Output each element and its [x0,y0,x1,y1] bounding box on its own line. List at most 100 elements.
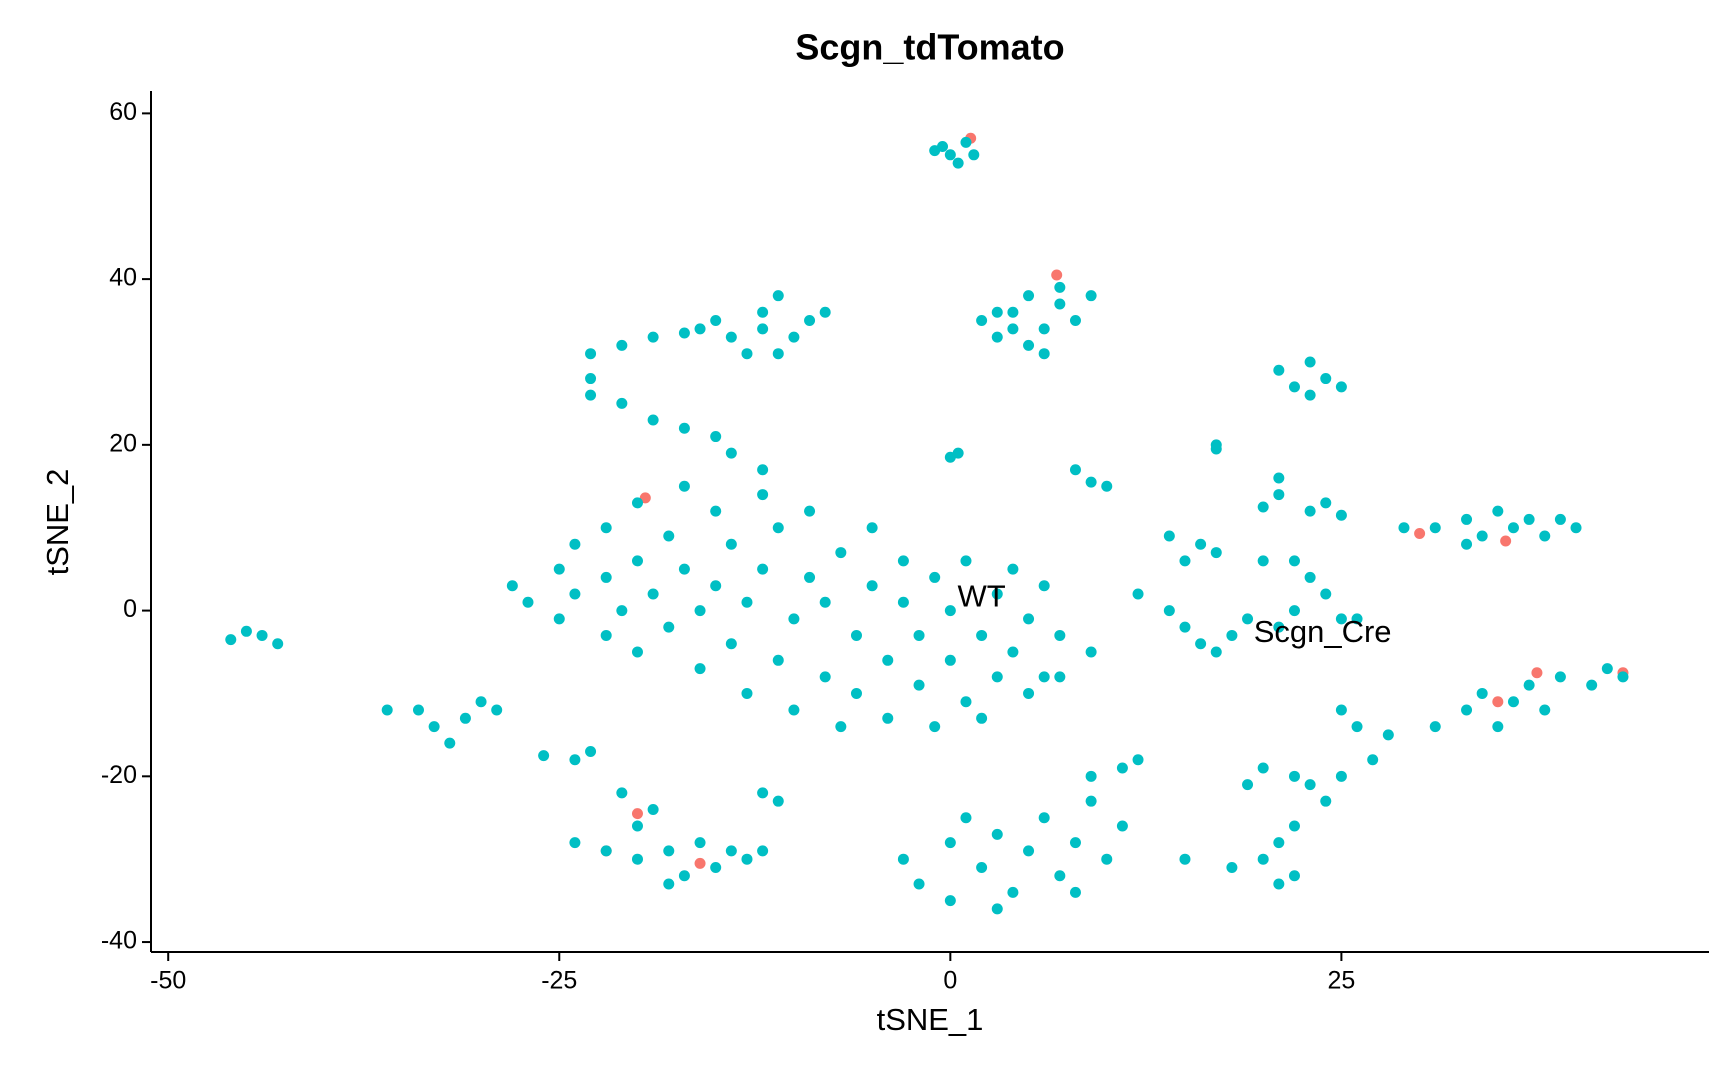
y-tick-label: 60 [109,98,137,126]
point [1288,605,1300,617]
point [1273,472,1285,484]
point [944,837,956,849]
point [444,737,456,749]
point [1500,535,1512,547]
y-tick-label: 20 [109,429,137,457]
x-tick-label: 25 [1327,967,1355,995]
point [1101,853,1113,865]
point [1007,886,1019,898]
point [678,480,690,492]
point [256,629,268,641]
point [1398,522,1410,534]
x-tick-label: -50 [150,967,186,995]
point [1069,464,1081,476]
point [663,621,675,633]
point [929,571,941,583]
point [710,580,722,592]
point [788,613,800,625]
point [772,290,784,302]
point [968,149,980,161]
point [1007,306,1019,318]
point [1320,588,1332,600]
point [1007,646,1019,658]
point [757,464,769,476]
point [1531,667,1543,679]
point [585,389,597,401]
point [1038,323,1050,335]
point [1038,348,1050,360]
point [1586,679,1598,691]
point [1429,522,1441,534]
point [976,629,988,641]
point [506,580,518,592]
point [1492,505,1504,517]
point [757,323,769,335]
point [1304,779,1316,791]
point [631,646,643,658]
point [1051,269,1063,281]
point [1335,613,1347,625]
point [1492,721,1504,733]
point [1492,696,1504,708]
point [663,845,675,857]
point [757,489,769,501]
y-tick-label: -20 [101,761,137,789]
point [1554,513,1566,525]
point [976,712,988,724]
point [882,712,894,724]
point [850,687,862,699]
point [1507,522,1519,534]
point [1335,381,1347,393]
point [1335,770,1347,782]
point [1461,513,1473,525]
point [1257,501,1269,513]
point [788,704,800,716]
point [1179,555,1191,567]
point [991,588,1003,600]
point [585,745,597,757]
point [569,754,581,766]
point [647,414,659,426]
point [725,845,737,857]
chart-title: Scgn_tdTomato [795,27,1064,68]
point [647,588,659,600]
point [1554,671,1566,683]
point [1335,704,1347,716]
point [741,348,753,360]
point [616,787,628,799]
point [757,306,769,318]
point [1601,663,1613,675]
point [1320,795,1332,807]
point [1242,779,1254,791]
point [913,629,925,641]
point [225,634,237,646]
annotation: WT [958,578,1006,613]
point [1116,762,1128,774]
point [1054,298,1066,310]
point [1257,853,1269,865]
point [678,422,690,434]
point [1461,538,1473,550]
point [944,895,956,907]
point [819,596,831,608]
point [991,828,1003,840]
point [710,861,722,873]
point [913,878,925,890]
point [1476,530,1488,542]
point [804,571,816,583]
point [585,373,597,385]
point [819,306,831,318]
point [1523,513,1535,525]
point [960,555,972,567]
point [960,812,972,824]
point [1132,588,1144,600]
point [1335,509,1347,521]
point [1288,381,1300,393]
point [1507,696,1519,708]
point [1210,443,1222,455]
point [772,795,784,807]
point [694,837,706,849]
point [1179,621,1191,633]
point [616,605,628,617]
point [788,331,800,343]
